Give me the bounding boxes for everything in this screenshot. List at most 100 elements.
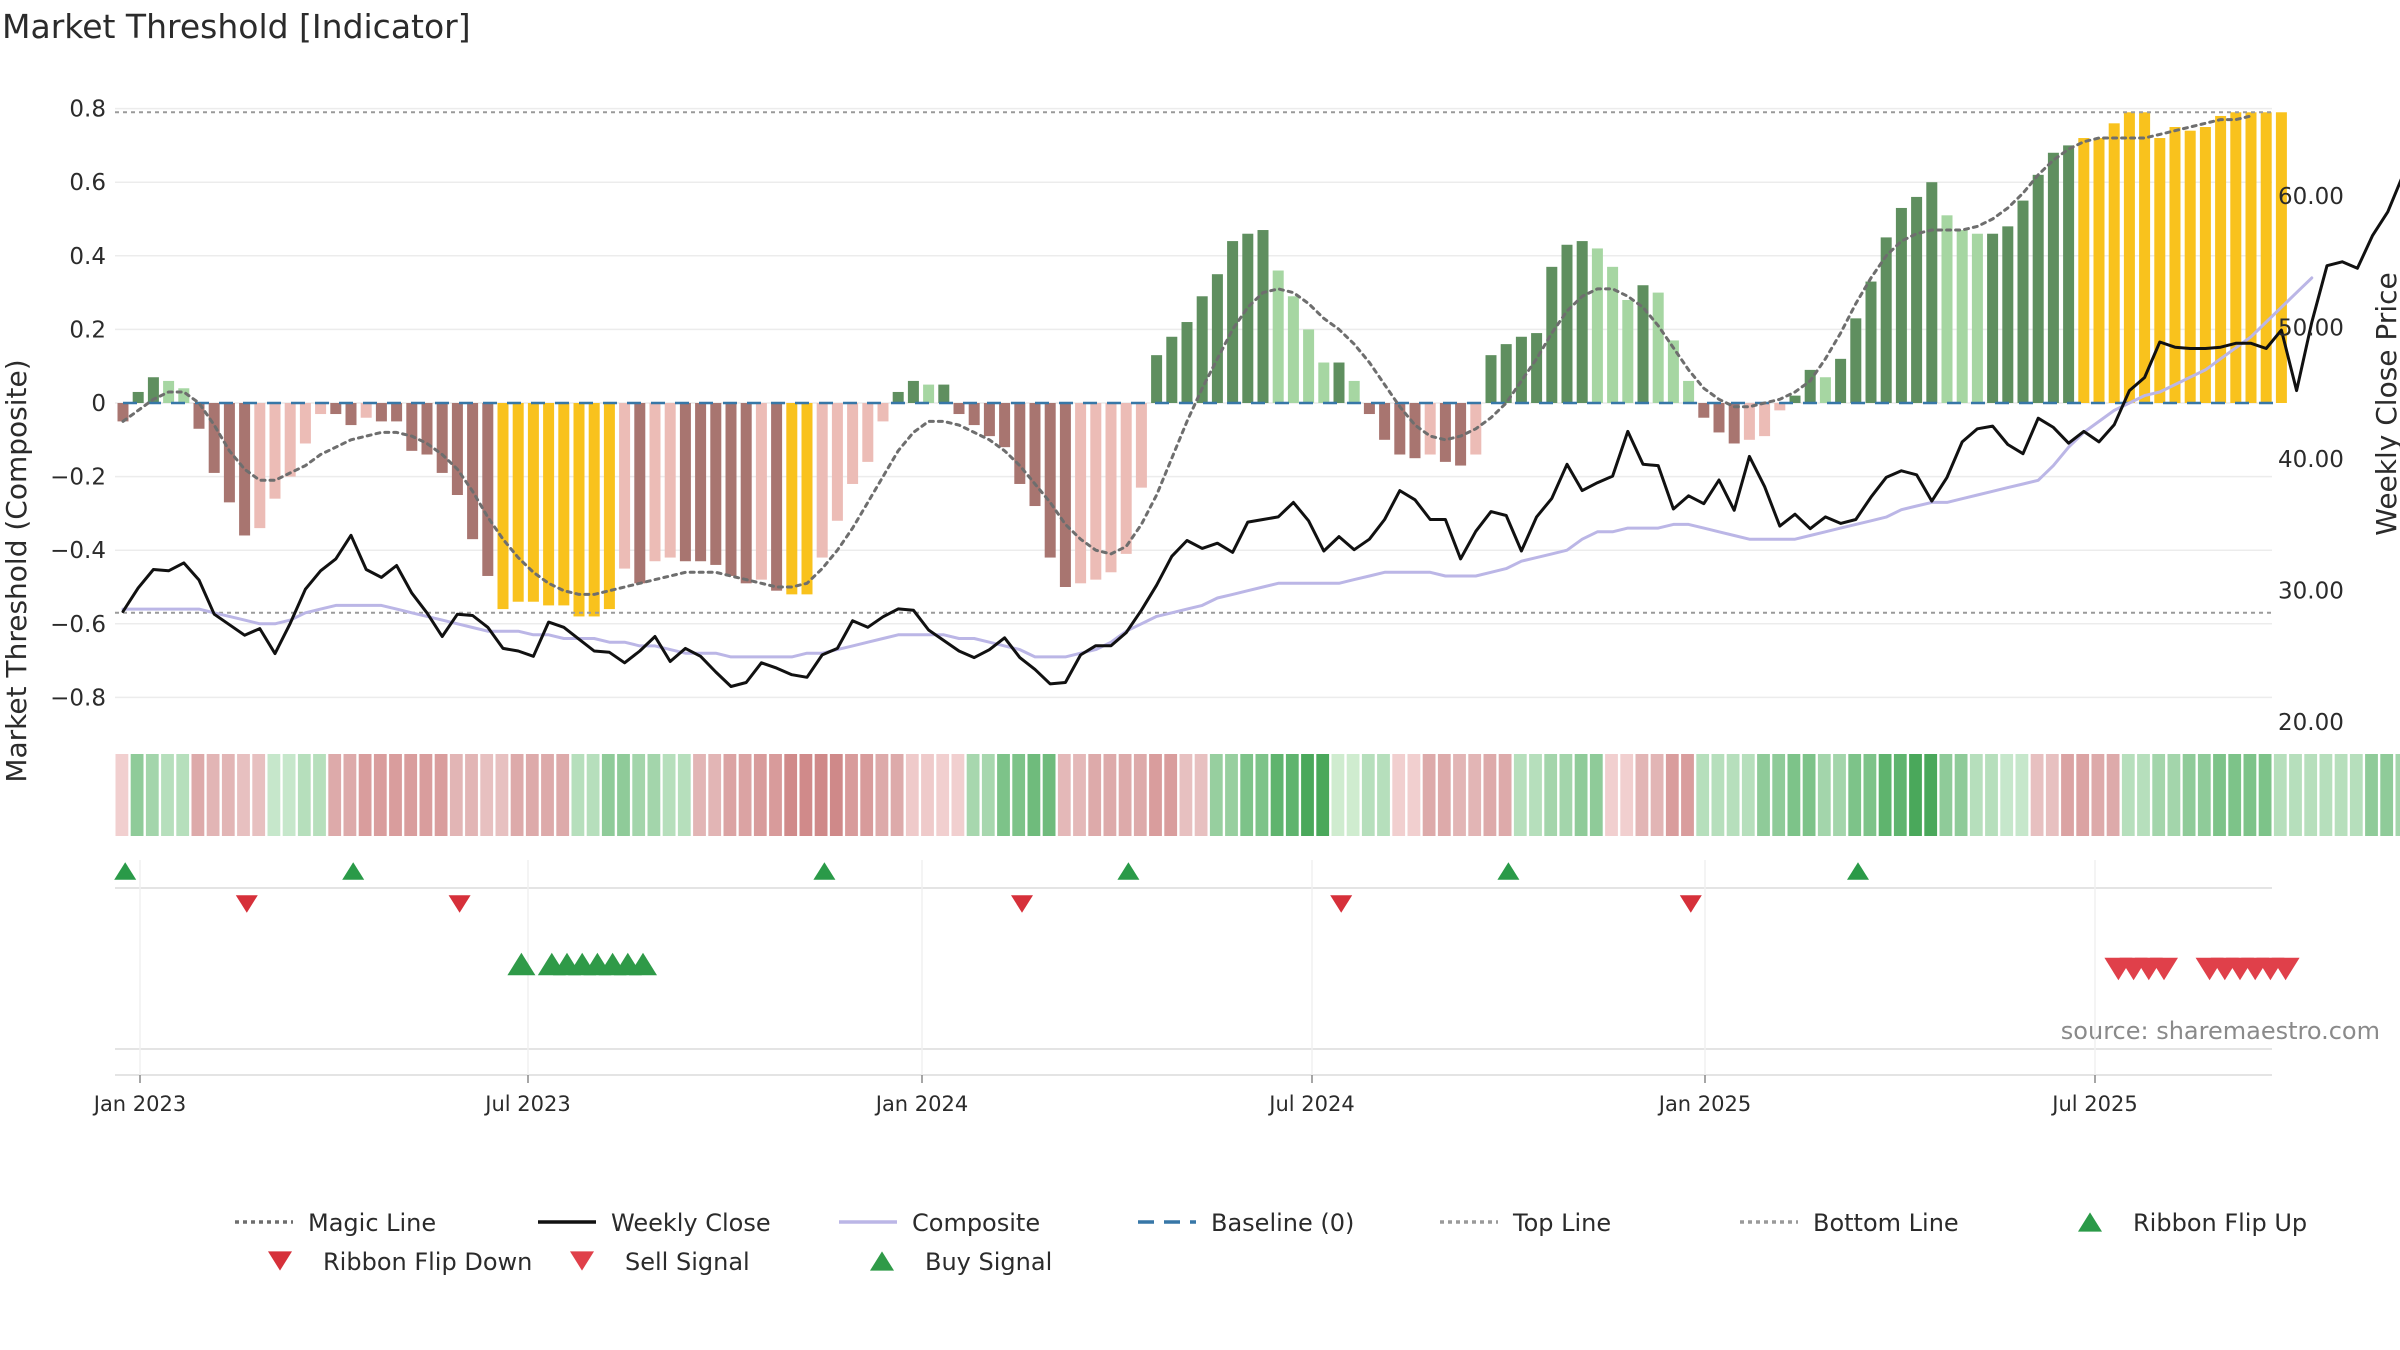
composite-bar-28 xyxy=(543,403,555,606)
ribbon-cell-74 xyxy=(1240,754,1254,836)
legend-label-3: Baseline (0) xyxy=(1211,1209,1354,1237)
composite-bar-56 xyxy=(968,403,980,426)
composite-bar-12 xyxy=(299,403,311,444)
composite-bar-91 xyxy=(1500,344,1512,403)
y2-tick-label-3: 30.00 xyxy=(2278,579,2344,605)
ribbon-flip-up-marker-4 xyxy=(1497,862,1520,880)
composite-bar-65 xyxy=(1105,403,1117,573)
composite-bar-64 xyxy=(1090,403,1102,580)
sell-signal-marker-9 xyxy=(2271,957,2300,981)
ribbon-cell-9 xyxy=(252,754,266,836)
composite-bar-96 xyxy=(1576,241,1588,403)
ribbon-cell-129 xyxy=(2076,754,2090,836)
ribbon-cell-93 xyxy=(1529,754,1542,836)
ribbon-flip-up-marker-2 xyxy=(813,862,836,880)
x-tick-label-5: Jul 2025 xyxy=(2050,1092,2137,1116)
legend: Magic Line Weekly Close Composite Baseline … xyxy=(235,1209,2307,1276)
y2-axis-label: Weekly Close Price xyxy=(2370,272,2400,535)
composite-bar-11 xyxy=(284,403,296,477)
ribbon-cell-49 xyxy=(860,754,874,836)
ribbon-cell-76 xyxy=(1270,754,1284,836)
composite-bar-22 xyxy=(451,403,463,495)
composite-bar-71 xyxy=(1196,296,1208,403)
ribbon-cell-66 xyxy=(1118,754,1132,836)
ribbon-cell-60 xyxy=(1027,754,1041,836)
ribbon-cell-29 xyxy=(556,754,570,836)
ribbon-cell-133 xyxy=(2137,754,2150,836)
ribbon-cell-7 xyxy=(221,754,235,836)
ribbon-cell-54 xyxy=(936,754,950,836)
composite-bar-79 xyxy=(1318,362,1330,403)
composite-bar-130 xyxy=(2093,138,2105,404)
ribbon-cell-77 xyxy=(1285,754,1299,836)
y-tick-label-2: 0.4 xyxy=(69,244,106,270)
ribbon-cell-119 xyxy=(1924,754,1938,836)
ribbon-cell-78 xyxy=(1301,754,1314,836)
composite-bar-126 xyxy=(2032,174,2044,403)
legend-label-6: Ribbon Flip Up xyxy=(2133,1209,2307,1237)
composite-bar-102 xyxy=(1667,340,1679,403)
ribbon-cell-63 xyxy=(1073,754,1086,836)
ribbon-cell-86 xyxy=(1422,754,1436,836)
ribbon-cell-0 xyxy=(115,754,129,836)
ribbon-cell-67 xyxy=(1133,754,1147,836)
ribbon-cell-101 xyxy=(1650,754,1664,836)
ribbon-cell-110 xyxy=(1787,754,1801,836)
composite-bar-133 xyxy=(2139,112,2151,403)
composite-bar-58 xyxy=(999,403,1011,448)
y2-tick-label-1: 50.00 xyxy=(2278,316,2344,342)
ribbon-cell-59 xyxy=(1012,754,1026,836)
ribbon-cell-57 xyxy=(981,754,995,836)
ribbon-cell-46 xyxy=(814,754,828,836)
ribbon-cell-90 xyxy=(1483,754,1497,836)
composite-bar-80 xyxy=(1333,362,1345,403)
ribbon-cell-32 xyxy=(601,754,615,836)
composite-bar-92 xyxy=(1515,336,1527,403)
composite-bar-1 xyxy=(132,391,144,403)
composite-bar-107 xyxy=(1743,403,1755,440)
composite-bar-50 xyxy=(877,403,889,422)
ribbon-cell-6 xyxy=(206,754,220,836)
composite-bar-38 xyxy=(695,403,707,562)
ribbon-cell-8 xyxy=(237,754,250,836)
ribbon-cell-118 xyxy=(1909,754,1922,836)
ribbon-cell-3 xyxy=(161,754,174,836)
ribbon-cell-114 xyxy=(1848,754,1862,836)
weekly-close-line xyxy=(121,178,2400,688)
y-tick-label-6: −0.4 xyxy=(50,538,106,564)
composite-bar-30 xyxy=(573,403,585,617)
composite-bar-93 xyxy=(1531,333,1543,403)
ribbon-cell-52 xyxy=(905,754,919,836)
composite-bar-106 xyxy=(1728,403,1740,444)
ribbon-cell-35 xyxy=(647,754,661,836)
ribbon-flip-down-marker-1 xyxy=(448,895,471,913)
magic-line xyxy=(121,114,2253,596)
ribbon-cell-105 xyxy=(1711,754,1725,836)
composite-bar-116 xyxy=(1880,237,1892,403)
ribbon-cell-25 xyxy=(495,754,509,836)
ribbon-cell-82 xyxy=(1361,754,1375,836)
ribbon-cell-84 xyxy=(1392,754,1406,836)
legend-item-8: Sell Signal xyxy=(570,1248,750,1276)
composite-bar-35 xyxy=(649,403,661,562)
legend-item-9: Buy Signal xyxy=(870,1248,1052,1276)
ribbon-cell-12 xyxy=(297,754,311,836)
composite-bar-53 xyxy=(923,384,935,403)
composite-bar-33 xyxy=(619,403,631,569)
composite-bar-6 xyxy=(208,403,220,473)
ribbon-cell-68 xyxy=(1149,754,1162,836)
legend-marker-6 xyxy=(2078,1212,2102,1232)
composite-bar-76 xyxy=(1272,270,1284,403)
composite-bar-118 xyxy=(1911,196,1923,403)
buy-signal-marker-7 xyxy=(629,952,657,976)
composite-bar-122 xyxy=(1971,233,1983,403)
ribbon-cell-22 xyxy=(449,754,463,836)
ribbon-cell-104 xyxy=(1696,754,1710,836)
composite-bar-111 xyxy=(1804,369,1816,403)
ribbon-cell-62 xyxy=(1057,754,1071,836)
ribbon-cell-28 xyxy=(541,754,554,836)
ribbon-cell-108 xyxy=(1757,754,1770,836)
ribbon-cell-113 xyxy=(1833,754,1846,836)
ribbon-cell-80 xyxy=(1331,754,1345,836)
sell-signal-marker-3 xyxy=(2150,957,2178,981)
